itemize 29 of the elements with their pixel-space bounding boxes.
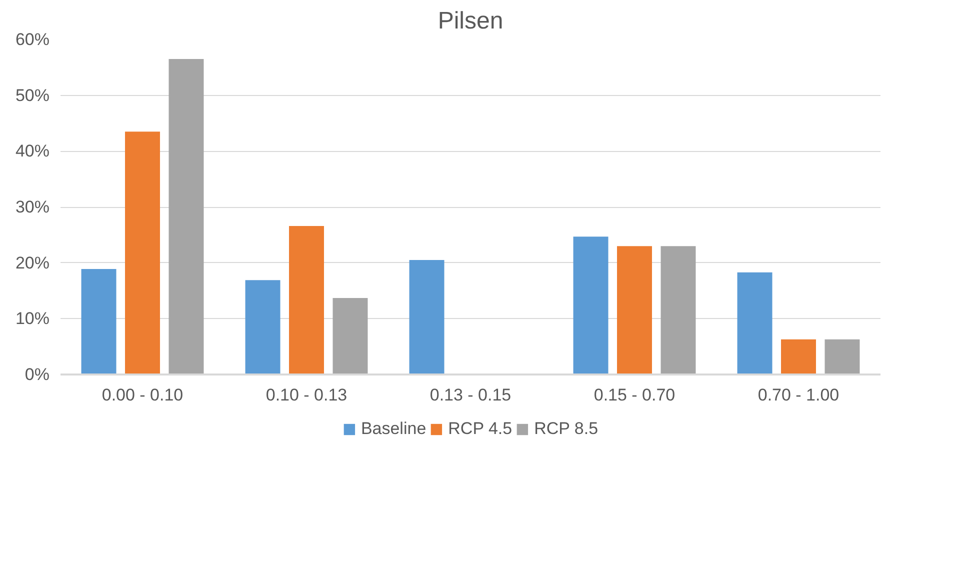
bar bbox=[660, 246, 696, 374]
legend-label: Baseline bbox=[360, 419, 426, 439]
bar bbox=[289, 226, 324, 374]
y-tick-label: 20% bbox=[15, 253, 50, 272]
chart-title: Pilsen bbox=[438, 8, 504, 34]
bar bbox=[781, 339, 816, 374]
y-tick-label: 10% bbox=[15, 309, 50, 328]
bar bbox=[617, 246, 652, 374]
y-tick-label: 0% bbox=[24, 365, 50, 384]
legend-label: RCP 4.5 bbox=[448, 419, 512, 439]
y-tick-label: 60% bbox=[15, 30, 50, 49]
bar bbox=[409, 260, 444, 374]
bar bbox=[168, 59, 204, 374]
legend-label: RCP 8.5 bbox=[534, 419, 598, 439]
x-tick-label: 0.00 - 0.10 bbox=[102, 386, 184, 404]
y-tick-label: 50% bbox=[15, 86, 50, 105]
bar bbox=[824, 339, 860, 374]
bar bbox=[125, 132, 160, 374]
y-tick-label: 30% bbox=[15, 198, 50, 216]
bar bbox=[332, 298, 368, 374]
x-tick-label: 0.70 - 1.00 bbox=[758, 386, 840, 404]
bar bbox=[573, 236, 608, 374]
x-tick-label: 0.13 - 0.15 bbox=[430, 386, 512, 404]
bar bbox=[81, 268, 116, 374]
y-tick-label: 40% bbox=[15, 142, 50, 161]
bar bbox=[737, 272, 772, 374]
bar bbox=[245, 280, 280, 374]
x-tick-label: 0.10 - 0.13 bbox=[266, 386, 348, 404]
x-tick-label: 0.15 - 0.70 bbox=[594, 386, 676, 404]
